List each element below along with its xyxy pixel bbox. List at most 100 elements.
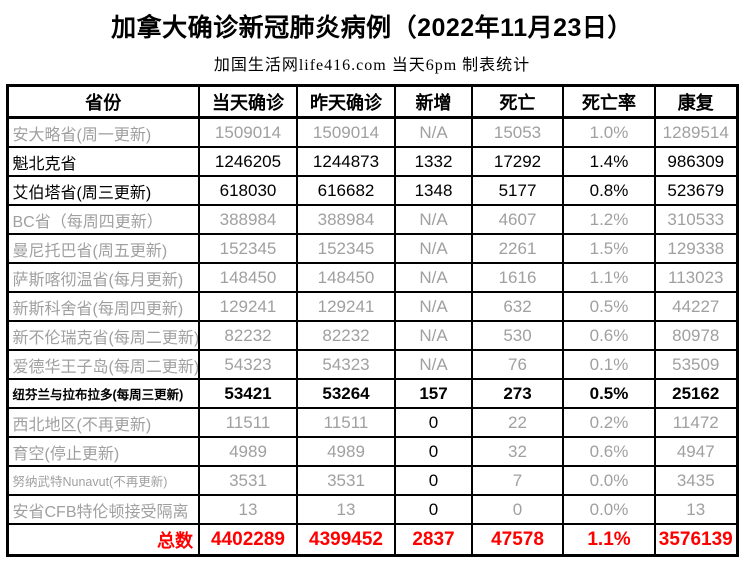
new-cases-cell: N/A (394, 262, 473, 293)
recovered-cell: 25162 (654, 378, 738, 409)
deaths-cell: 32 (471, 436, 564, 467)
yesterday-confirmed-cell: 148450 (296, 262, 396, 293)
header-today-confirmed: 当天确诊 (198, 84, 298, 119)
death-rate-cell: 0.5% (562, 291, 656, 322)
table-row: 努纳武特Nunavut(不再更新) 3531 3531 0 7 0.0% 343… (6, 465, 738, 496)
province-cell: 新不伦瑞克省(每周二更新) (6, 320, 200, 351)
header-yesterday-confirmed: 昨天确诊 (296, 84, 396, 119)
recovered-cell: 53509 (654, 349, 738, 380)
header-new-cases: 新增 (394, 84, 473, 119)
new-cases-cell: 0 (394, 465, 473, 496)
yesterday-confirmed-cell: 1244873 (296, 146, 396, 177)
table-row: 魁北克省 1246205 1244873 1332 17292 1.4% 986… (6, 146, 738, 177)
new-cases-cell: N/A (394, 291, 473, 322)
deaths-cell: 4607 (471, 204, 564, 235)
total-recovered-cell: 3576139 (654, 523, 738, 557)
yesterday-confirmed-cell: 129241 (296, 291, 396, 322)
death-rate-cell: 1.1% (562, 262, 656, 293)
recovered-cell: 80978 (654, 320, 738, 351)
province-cell: 纽芬兰与拉布拉多(每周三更新) (6, 378, 200, 409)
deaths-cell: 22 (471, 407, 564, 438)
recovered-cell: 310533 (654, 204, 738, 235)
yesterday-confirmed-cell: 616682 (296, 175, 396, 206)
header-death-rate: 死亡率 (562, 84, 656, 119)
yesterday-confirmed-cell: 53264 (296, 378, 396, 409)
today-confirmed-cell: 1246205 (198, 146, 298, 177)
yesterday-confirmed-cell: 11511 (296, 407, 396, 438)
new-cases-cell: 1332 (394, 146, 473, 177)
province-cell: 育空(停止更新) (6, 436, 200, 467)
table-row: 曼尼托巴省(周五更新) 152345 152345 N/A 2261 1.5% … (6, 233, 738, 264)
total-deaths-cell: 47578 (471, 523, 564, 557)
new-cases-cell: N/A (394, 320, 473, 351)
yesterday-confirmed-cell: 3531 (296, 465, 396, 496)
new-cases-cell: N/A (394, 349, 473, 380)
table-row: 新不伦瑞克省(每周二更新) 82232 82232 N/A 530 0.6% 8… (6, 320, 738, 351)
table-header-row: 省份 当天确诊 昨天确诊 新增 死亡 死亡率 康复 (6, 84, 738, 119)
death-rate-cell: 0.8% (562, 175, 656, 206)
today-confirmed-cell: 388984 (198, 204, 298, 235)
yesterday-confirmed-cell: 13 (296, 494, 396, 525)
deaths-cell: 5177 (471, 175, 564, 206)
total-yesterday-confirmed-cell: 4399452 (296, 523, 396, 557)
recovered-cell: 113023 (654, 262, 738, 293)
today-confirmed-cell: 54323 (198, 349, 298, 380)
province-cell: 新斯科舍省(每周四更新) (6, 291, 200, 322)
yesterday-confirmed-cell: 1509014 (296, 116, 396, 148)
yesterday-confirmed-cell: 388984 (296, 204, 396, 235)
province-cell: 努纳武特Nunavut(不再更新) (6, 465, 200, 496)
table-row: 西北地区(不再更新) 11511 11511 0 22 0.2% 11472 (6, 407, 738, 438)
recovered-cell: 1289514 (654, 116, 738, 148)
death-rate-cell: 0.5% (562, 378, 656, 409)
province-cell: BC省（每周四更新） (6, 204, 200, 235)
header-deaths: 死亡 (471, 84, 564, 119)
province-cell: 西北地区(不再更新) (6, 407, 200, 438)
recovered-cell: 129338 (654, 233, 738, 264)
province-cell: 安大略省(周一更新) (6, 116, 200, 148)
new-cases-cell: N/A (394, 116, 473, 148)
total-new-cases-cell: 2837 (394, 523, 473, 557)
today-confirmed-cell: 618030 (198, 175, 298, 206)
total-label: 总数 (6, 523, 200, 557)
table-row: 新斯科舍省(每周四更新) 129241 129241 N/A 632 0.5% … (6, 291, 738, 322)
new-cases-cell: 0 (394, 407, 473, 438)
province-cell: 安省CFB特伦顿接受隔离 (6, 494, 200, 525)
recovered-cell: 986309 (654, 146, 738, 177)
new-cases-cell: 1348 (394, 175, 473, 206)
page-title: 加拿大确诊新冠肺炎病例（2022年11月23日） (111, 14, 633, 42)
table-row: 安大略省(周一更新) 1509014 1509014 N/A 15053 1.0… (6, 116, 738, 148)
province-cell: 魁北克省 (6, 146, 200, 177)
deaths-cell: 1616 (471, 262, 564, 293)
today-confirmed-cell: 4989 (198, 436, 298, 467)
table-row: 育空(停止更新) 4989 4989 0 32 0.6% 4947 (6, 436, 738, 467)
header-province: 省份 (6, 84, 200, 119)
yesterday-confirmed-cell: 4989 (296, 436, 396, 467)
today-confirmed-cell: 148450 (198, 262, 298, 293)
today-confirmed-cell: 3531 (198, 465, 298, 496)
new-cases-cell: 0 (394, 436, 473, 467)
today-confirmed-cell: 129241 (198, 291, 298, 322)
table-body: 安大略省(周一更新) 1509014 1509014 N/A 15053 1.0… (6, 116, 738, 525)
today-confirmed-cell: 13 (198, 494, 298, 525)
today-confirmed-cell: 11511 (198, 407, 298, 438)
new-cases-cell: 0 (394, 494, 473, 525)
today-confirmed-cell: 82232 (198, 320, 298, 351)
covid-cases-table: 省份 当天确诊 昨天确诊 新增 死亡 死亡率 康复 安大略省(周一更新) 150… (5, 84, 739, 557)
new-cases-cell: N/A (394, 204, 473, 235)
death-rate-cell: 0.0% (562, 494, 656, 525)
province-cell: 曼尼托巴省(周五更新) (6, 233, 200, 264)
deaths-cell: 15053 (471, 116, 564, 148)
death-rate-cell: 0.0% (562, 465, 656, 496)
deaths-cell: 2261 (471, 233, 564, 264)
deaths-cell: 632 (471, 291, 564, 322)
today-confirmed-cell: 152345 (198, 233, 298, 264)
today-confirmed-cell: 53421 (198, 378, 298, 409)
death-rate-cell: 1.0% (562, 116, 656, 148)
deaths-cell: 273 (471, 378, 564, 409)
table-row: BC省（每周四更新） 388984 388984 N/A 4607 1.2% 3… (6, 204, 738, 235)
page: { "title": "加拿大确诊新冠肺炎病例（2022年11月23日）", "… (0, 8, 744, 579)
recovered-cell: 44227 (654, 291, 738, 322)
table-row: 萨斯喀彻温省(每月更新) 148450 148450 N/A 1616 1.1%… (6, 262, 738, 293)
province-cell: 萨斯喀彻温省(每月更新) (6, 262, 200, 293)
death-rate-cell: 0.6% (562, 320, 656, 351)
